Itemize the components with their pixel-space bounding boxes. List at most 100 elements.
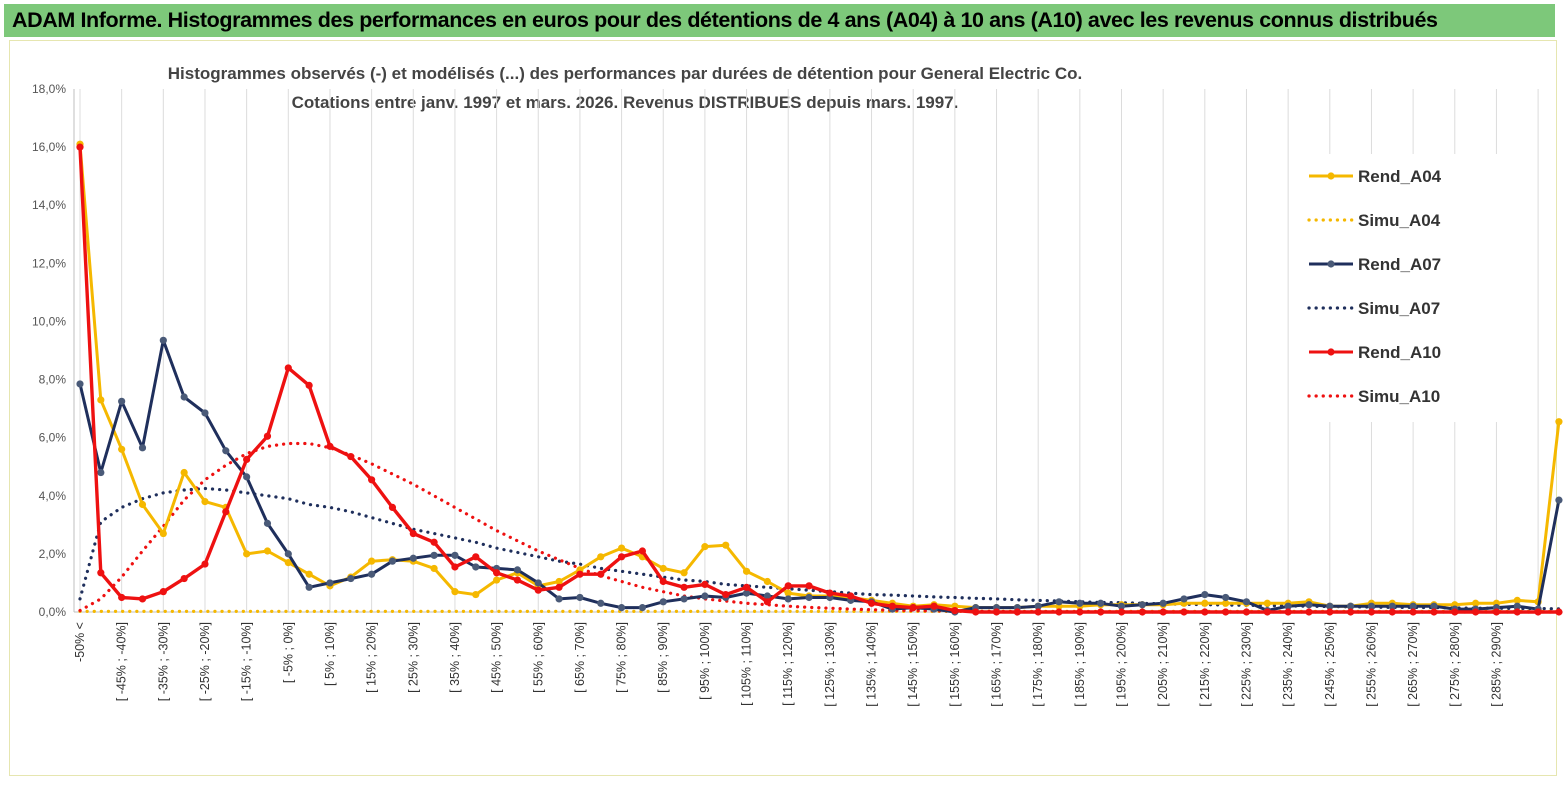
x-tick-label: [ 95% ; 100%] (698, 622, 712, 700)
data-point-Rend_A10 (972, 608, 980, 616)
data-point-Rend_A04 (1555, 418, 1563, 426)
data-point-Rend_A07 (1242, 598, 1251, 606)
data-point-Rend_A10 (992, 608, 1001, 616)
data-point-Rend_A07 (388, 557, 397, 565)
chart-frame (9, 40, 1557, 776)
data-point-Rend_A04 (617, 544, 626, 552)
data-point-Rend_A10 (826, 589, 834, 597)
data-point-Rend_A07 (1138, 601, 1146, 609)
data-point-Rend_A07 (701, 592, 709, 600)
data-point-Rend_A10 (138, 595, 147, 603)
x-tick-label: [ 195% ; 200%] (1115, 622, 1129, 707)
x-tick-label: [ 125% ; 130%] (823, 622, 837, 707)
data-point-Rend_A10 (1159, 608, 1167, 616)
data-point-Rend_A10 (493, 569, 501, 577)
data-point-Rend_A10 (847, 592, 855, 600)
x-tick-label: [ -5% ; 0%] (281, 622, 295, 683)
data-point-Rend_A04 (555, 577, 563, 586)
y-tick-label: 18,0% (32, 82, 66, 96)
data-point-Rend_A04 (659, 564, 667, 573)
x-tick-label: [ 25% ; 30%] (406, 622, 420, 693)
data-point-Rend_A10 (1076, 608, 1084, 616)
data-point-Rend_A04 (1472, 599, 1480, 607)
data-point-Rend_A07 (326, 579, 334, 587)
data-point-Rend_A10 (701, 580, 709, 588)
data-point-Rend_A07 (1034, 602, 1042, 610)
data-point-Rend_A04 (597, 553, 605, 561)
data-point-Rend_A10 (1430, 608, 1438, 616)
legend-label-Simu_A07: Simu_A07 (1358, 299, 1440, 318)
data-point-Rend_A07 (680, 595, 688, 603)
legend-marker-Rend_A04 (1327, 172, 1335, 180)
data-point-Rend_A10 (222, 508, 230, 516)
data-point-Rend_A10 (534, 586, 542, 594)
data-point-Rend_A07 (1409, 602, 1417, 610)
x-tick-label: [ 45% ; 50%] (490, 622, 504, 693)
data-point-Rend_A10 (1138, 608, 1146, 616)
data-point-Rend_A07 (1367, 602, 1376, 610)
legend-background (1300, 154, 1498, 422)
data-point-Rend_A04 (451, 588, 459, 596)
data-point-Rend_A07 (742, 589, 751, 597)
data-point-Rend_A10 (805, 582, 813, 590)
data-point-Rend_A10 (909, 604, 917, 612)
legend-label-Rend_A10: Rend_A10 (1358, 343, 1441, 362)
x-tick-label: [ 215% ; 220%] (1198, 622, 1212, 707)
data-point-Rend_A07 (1117, 602, 1126, 610)
data-point-Rend_A04 (284, 559, 292, 567)
data-point-Rend_A04 (138, 500, 147, 509)
data-point-Rend_A04 (1513, 596, 1521, 604)
data-point-Rend_A07 (1076, 599, 1084, 607)
data-point-Rend_A10 (1034, 608, 1042, 616)
data-point-Rend_A10 (555, 583, 563, 591)
data-point-Rend_A07 (1180, 595, 1188, 603)
data-point-Rend_A04 (430, 564, 438, 573)
data-point-Rend_A07 (201, 409, 209, 417)
x-tick-label: [ 265% ; 270%] (1406, 622, 1420, 707)
y-tick-label: 0,0% (39, 605, 67, 619)
data-point-Rend_A07 (347, 574, 355, 583)
data-point-Rend_A04 (763, 577, 771, 586)
y-tick-label: 6,0% (39, 431, 67, 445)
data-point-Rend_A10 (722, 590, 730, 599)
x-tick-label: [ 275% ; 280%] (1448, 622, 1462, 707)
data-point-Rend_A10 (1263, 608, 1271, 616)
data-point-Rend_A07 (118, 397, 126, 405)
data-point-Rend_A04 (472, 590, 480, 599)
data-point-Rend_A04 (97, 396, 105, 404)
x-tick-label: [ 75% ; 80%] (615, 622, 629, 693)
series-line-Simu_A10 (78, 441, 1561, 614)
chart-legend: Rend_A04 Simu_A04 Rend_A07 Simu_A07 Rend_A10… (1300, 154, 1498, 422)
data-point-Rend_A07 (1284, 602, 1292, 610)
data-point-Rend_A04 (263, 547, 272, 555)
x-axis-ticks: -50% < [ -45% ; -40%] [ -35% ; -30%] [ -25%… (73, 622, 1503, 707)
data-point-Rend_A07 (1055, 598, 1063, 606)
data-point-Rend_A10 (1242, 608, 1251, 616)
x-tick-label: [ 235% ; 240%] (1281, 622, 1295, 707)
data-point-Rend_A10 (680, 583, 688, 591)
data-point-Rend_A10 (576, 570, 584, 578)
data-point-Rend_A04 (493, 576, 501, 584)
data-point-Rend_A10 (638, 547, 647, 555)
data-point-Rend_A10 (76, 143, 84, 151)
data-point-Rend_A07 (76, 380, 84, 388)
data-point-Rend_A10 (1013, 608, 1021, 616)
legend-label-Rend_A07: Rend_A07 (1358, 255, 1441, 274)
data-point-Rend_A10 (326, 442, 334, 450)
data-point-Rend_A10 (284, 364, 292, 372)
data-point-Rend_A10 (305, 381, 313, 389)
data-point-Rend_A07 (97, 468, 105, 477)
x-tick-label: -50% < (73, 622, 87, 662)
data-point-Rend_A10 (97, 569, 105, 577)
data-point-Rend_A07 (368, 570, 376, 578)
series-Simu_A10 (78, 441, 1561, 614)
data-point-Rend_A10 (951, 606, 959, 615)
data-point-Rend_A10 (1305, 608, 1313, 616)
data-point-Rend_A10 (1388, 608, 1396, 616)
x-tick-label: [ 35% ; 40%] (448, 622, 462, 693)
y-tick-label: 8,0% (39, 373, 67, 387)
data-point-Rend_A10 (1284, 608, 1292, 616)
data-point-Rend_A10 (1367, 608, 1376, 616)
data-point-Rend_A07 (263, 519, 272, 527)
